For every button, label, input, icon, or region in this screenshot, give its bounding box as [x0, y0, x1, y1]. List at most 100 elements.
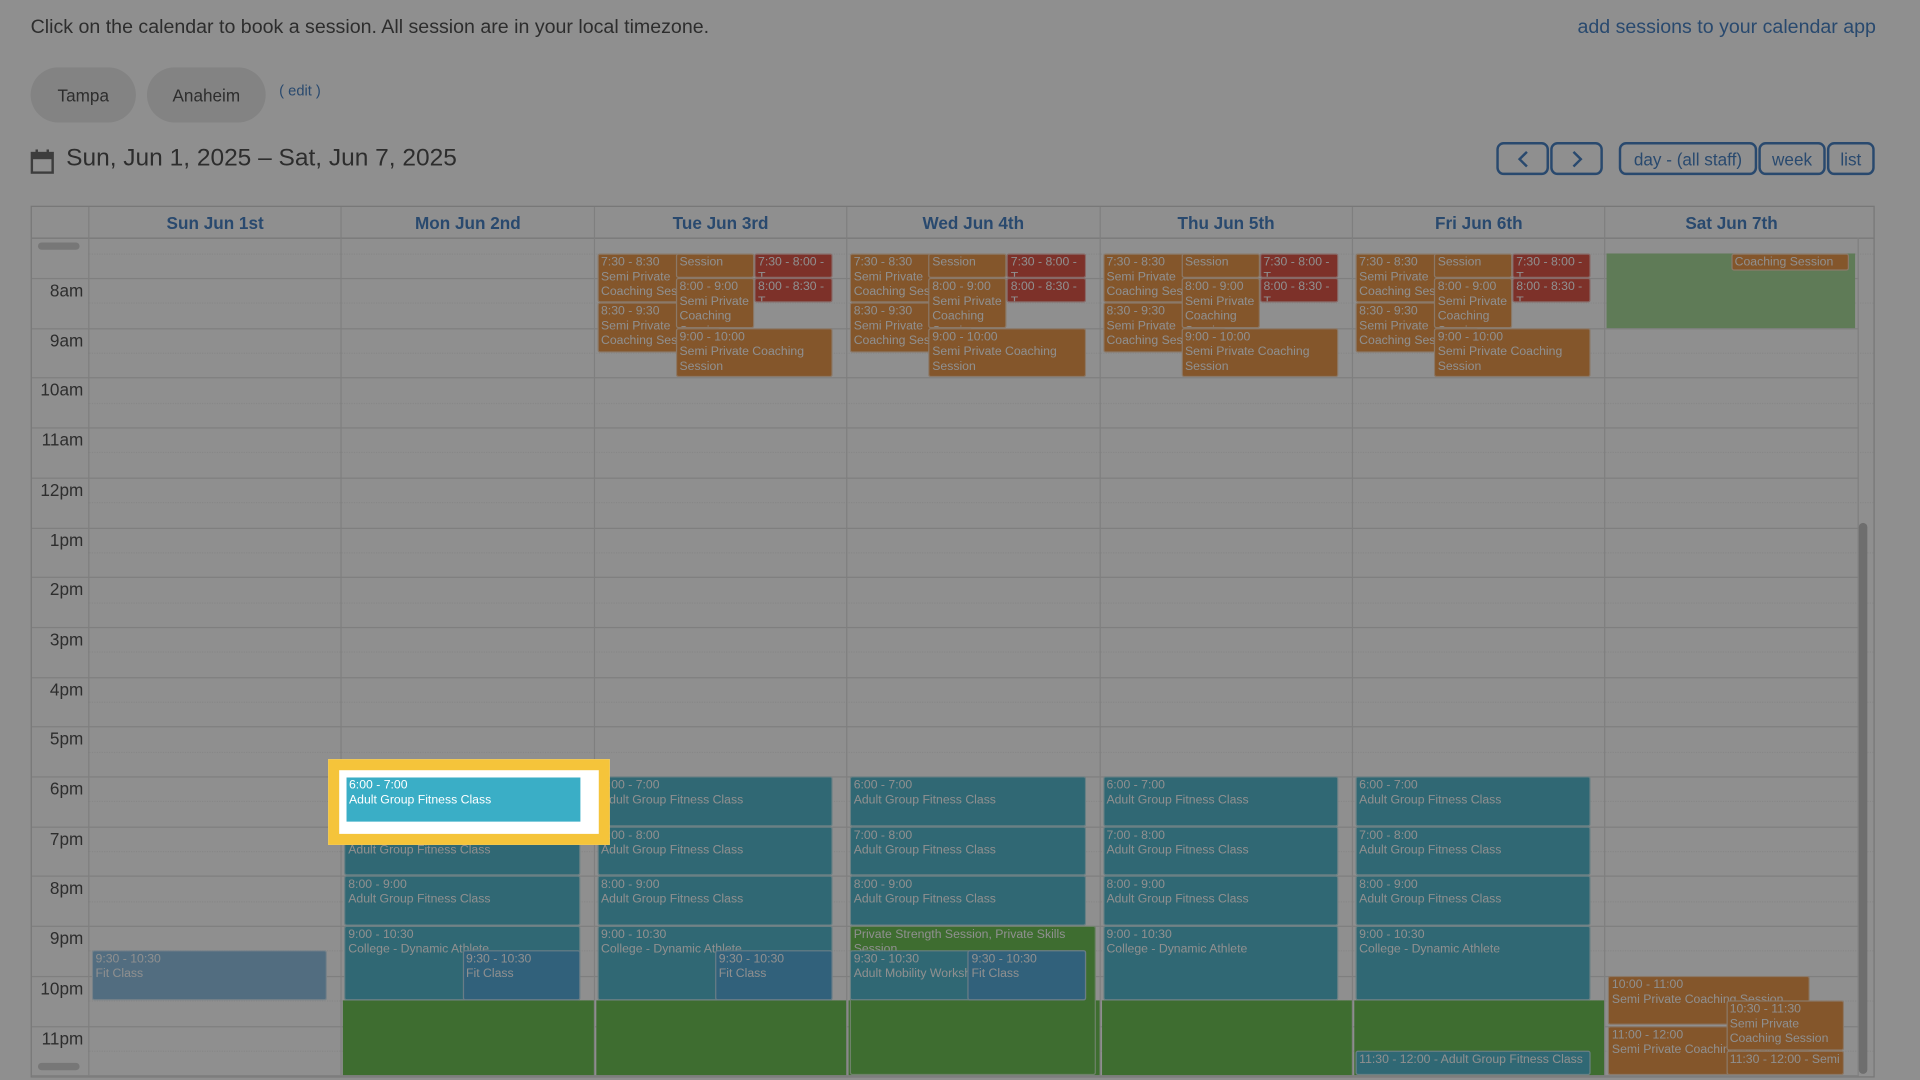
event[interactable]: 7:30 - 8:00 - T [1007, 253, 1086, 278]
event[interactable]: 8:00 - 8:30 - T [1512, 277, 1592, 303]
event[interactable]: 9:00 - 10:00 Semi Private Coaching Sessio… [675, 327, 833, 378]
event[interactable]: 11:30 - 12:00 - Semi [1726, 1050, 1844, 1076]
event[interactable]: 11:30 - 12:00 - Adult Group Fitness Clas… [1355, 1050, 1592, 1076]
event[interactable]: 9:00 - 10:00 Semi Private Coaching Sessio… [928, 327, 1086, 378]
calendar-grid[interactable]: Sun Jun 1st Mon Jun 2nd Tue Jun 3rd Wed Jun… [30, 205, 1875, 1078]
event-title: Semi Private Coaching Session [932, 295, 1002, 326]
prev-button[interactable] [1496, 142, 1549, 176]
time-label: 10am [40, 380, 84, 400]
event-title: Semi Private Coaching Session [1437, 295, 1508, 326]
event-title: Adult Group Fitness Class [348, 793, 492, 807]
event[interactable]: 7:30 - 8:00 - T [1512, 253, 1592, 278]
event[interactable]: 8:00 - 9:00 Adult Group Fitness Class [597, 875, 833, 926]
event[interactable]: 10:30 - 11:30 Semi Private Coaching Sessi… [1726, 1000, 1844, 1051]
time-label: 9am [49, 330, 84, 350]
header-divider [31, 237, 1874, 239]
event[interactable]: Session [1181, 253, 1260, 278]
event[interactable]: 8:00 - 8:30 - T [754, 277, 833, 303]
event[interactable]: Coaching Session [1730, 253, 1849, 271]
event-time: 9:00 - 10:00 [679, 330, 745, 344]
event-title: Adult Group Fitness Class [600, 793, 744, 807]
location-button[interactable]: Anaheim [146, 67, 266, 123]
event[interactable]: 9:00 - 10:00 Semi Private Coaching Sessio… [1181, 327, 1339, 378]
open-block[interactable] [596, 1000, 847, 1076]
event-time: 6:00 - 7:00 [600, 778, 660, 793]
day-header: Wed Jun 4th [846, 206, 1099, 238]
event-title: Adult Group Fitness Class [1106, 843, 1249, 857]
event[interactable]: 7:30 - 8:00 - T [754, 253, 833, 278]
time-label: 11pm [41, 1027, 84, 1048]
event-time: 9:00 - 10:00 [932, 330, 998, 344]
event[interactable]: 9:30 - 10:30 Fit Class [967, 950, 1086, 1001]
event-time: 7:00 - 8:00 [1359, 828, 1418, 843]
hour-line [31, 427, 1859, 429]
view-button[interactable]: week [1758, 142, 1826, 176]
event[interactable]: Session [675, 253, 755, 278]
event[interactable]: Session [1434, 253, 1513, 278]
open-block[interactable] [1101, 1000, 1352, 1076]
event[interactable]: 9:30 - 10:30 Fit Class [462, 950, 581, 1001]
event[interactable]: 9:00 - 10:30 College - Dynamic Athlete [1355, 925, 1592, 1001]
next-button[interactable] [1550, 142, 1603, 176]
open-block[interactable] [343, 1000, 594, 1076]
event[interactable]: Private Strength Session, Private Skills… [850, 925, 1096, 1076]
event[interactable]: 9:00 - 10:00 Semi Private Coaching Sessio… [1434, 327, 1592, 378]
event[interactable]: 8:00 - 8:30 - T [1259, 277, 1339, 303]
event-title: Adult Group Fitness Class [1106, 893, 1249, 907]
scroll-handle [37, 242, 80, 250]
event[interactable]: Session [928, 253, 1008, 278]
event-time: 8:00 - 9:00 [932, 280, 991, 294]
calendar-link[interactable]: add sessions to your calendar app [1577, 17, 1876, 38]
event-title: Coaching Session [1734, 255, 1834, 269]
event-time: 8:00 - 9:00 [1359, 878, 1418, 892]
event[interactable]: 9:30 - 10:30 Fit Class [715, 950, 833, 1001]
event[interactable]: 9:00 - 10:30 College - Dynamic Athlete [1102, 925, 1339, 1001]
event-time: 8:00 - 9:00 [1106, 878, 1165, 892]
scrollbar[interactable] [1858, 522, 1868, 1074]
event-title: Semi Private Coaching Session [1184, 295, 1255, 326]
view-button[interactable]: list [1826, 142, 1875, 176]
hour-line [31, 477, 1859, 479]
day-header: Sat Jun 7th [1604, 206, 1858, 238]
event-time: 7:00 - 8:00 [1106, 828, 1165, 843]
event-time: 9:00 - 10:30 [1359, 928, 1425, 942]
time-label: 1pm [49, 529, 84, 550]
event[interactable]: 8:00 - 9:00 Adult Group Fitness Class [1102, 875, 1339, 926]
event[interactable]: 9:30 - 10:30 Fit Class [91, 950, 328, 1001]
event-title: Adult Group Fitness Class [348, 843, 491, 857]
event-title: 7:30 - 8:00 - T [1516, 255, 1583, 278]
time-label: 12pm [40, 479, 84, 500]
hour-line [88, 651, 1874, 653]
event[interactable]: 7:30 - 8:00 - T [1259, 253, 1339, 278]
event[interactable]: 8:00 - 9:00 Adult Group Fitness Class [850, 875, 1086, 926]
day-header: Sun Jun 1st [88, 206, 341, 238]
edit-link[interactable]: ( edit ) [279, 82, 321, 100]
event-title: Adult Group Fitness Class [1359, 893, 1502, 907]
event-time: 8:00 - 9:00 [348, 878, 407, 892]
location-button[interactable]: Tampa [30, 67, 136, 123]
event-title: Adult Group Fitness Class [1106, 793, 1249, 807]
calendar-icon [30, 149, 54, 174]
event[interactable]: 8:00 - 9:00 Adult Group Fitness Class [344, 875, 581, 926]
event-time: 8:00 - 9:00 [1184, 280, 1244, 294]
event[interactable]: 8:00 - 8:30 - T [1007, 277, 1086, 303]
event[interactable]: 8:00 - 9:00 Adult Group Fitness Class [1355, 875, 1592, 926]
event-title: 8:00 - 8:30 - T [1516, 280, 1583, 303]
event-title: Adult Group Fitness Class [853, 843, 996, 857]
view-button[interactable]: day - (all staff) [1618, 142, 1758, 176]
hour-line [31, 676, 1859, 678]
